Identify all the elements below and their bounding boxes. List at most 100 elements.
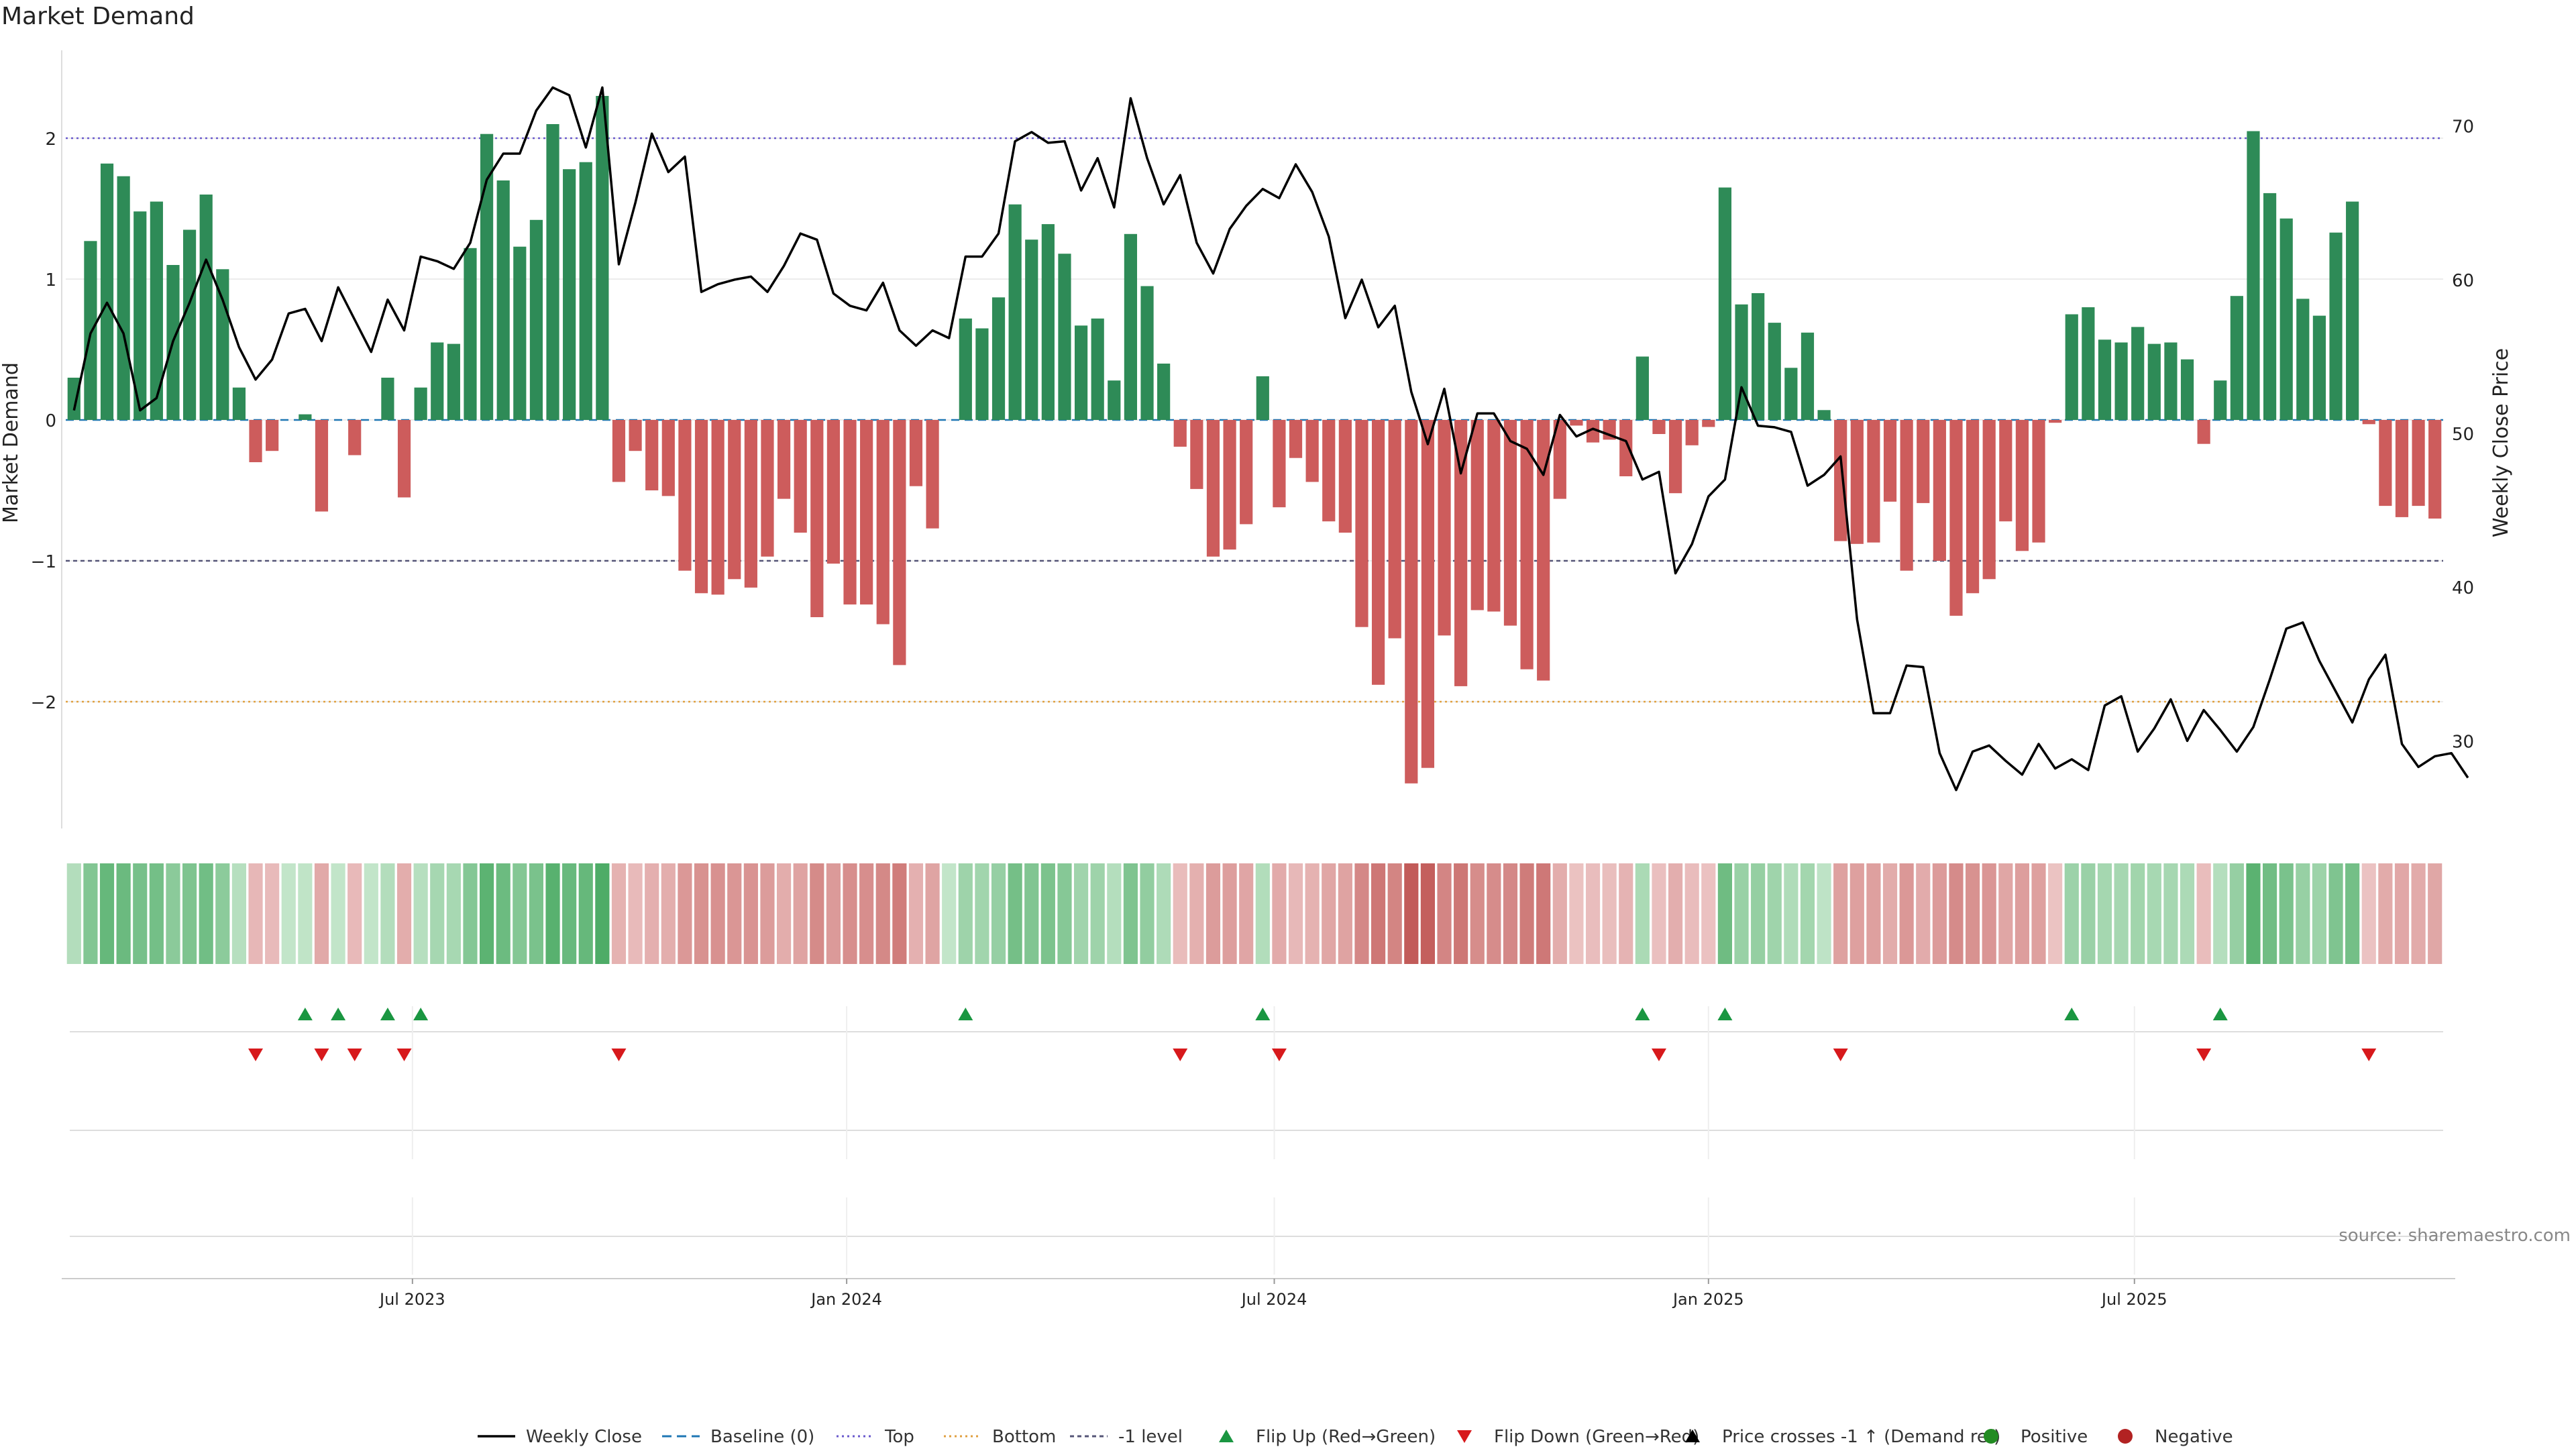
heat-cell [116, 863, 131, 964]
demand-bar [893, 420, 906, 665]
heat-cell [1982, 863, 1996, 964]
legend-item: Flip Up (Red→Green) [1219, 1427, 1436, 1447]
flip-down-marker [1271, 1049, 1287, 1061]
y2-tick-label: 50 [2452, 425, 2474, 445]
demand-bar [67, 378, 80, 420]
heat-cell [1008, 863, 1022, 964]
demand-bar [728, 420, 741, 580]
heat-cell [149, 863, 164, 964]
heat-cell [595, 863, 610, 964]
demand-bar [2164, 342, 2178, 420]
demand-bar [266, 420, 279, 451]
demand-bar [1801, 332, 1815, 420]
heat-cell [513, 863, 527, 964]
heat-cell [166, 863, 180, 964]
heat-cell [83, 863, 98, 964]
demand-bar [1768, 323, 1781, 420]
heat-cell [1899, 863, 1914, 964]
heat-cell [2114, 863, 2129, 964]
heat-cell [2328, 863, 2343, 964]
heat-cell [1751, 863, 1766, 964]
demand-bar [1289, 420, 1303, 458]
demand-bar [860, 420, 873, 605]
flip-up-marker [1255, 1008, 1271, 1020]
demand-bar [1157, 364, 1171, 420]
demand-bar [1982, 420, 1996, 580]
heat-cell [908, 863, 924, 964]
demand-bar [1206, 420, 1220, 557]
demand-bar [1273, 420, 1286, 508]
heat-cell [743, 863, 758, 964]
demand-bar [1652, 420, 1666, 434]
heat-cell [1437, 863, 1452, 964]
source-note: source: sharemaestro.com [2339, 1226, 2571, 1246]
x-tick-label: Jul 2024 [1240, 1290, 1307, 1309]
heat-cell [793, 863, 808, 964]
heat-cell [529, 863, 543, 964]
demand-bar [299, 414, 312, 420]
heat-cell [231, 863, 246, 964]
flip-down-marker [396, 1049, 412, 1061]
demand-bar [1470, 420, 1484, 610]
legend-swatch [2118, 1429, 2133, 1444]
heat-cell [760, 863, 775, 964]
demand-bar [100, 163, 114, 421]
demand-bar [1850, 420, 1864, 544]
demand-bar [1784, 368, 1798, 420]
heat-cell [2196, 863, 2211, 964]
flip-up-marker [958, 1008, 973, 1020]
flip-up-marker [380, 1008, 395, 1020]
heat-cell [2213, 863, 2228, 964]
heat-cell [1585, 863, 1601, 964]
heat-cell [2411, 863, 2426, 964]
demand-bar [579, 162, 592, 420]
heat-cell [1487, 863, 1501, 964]
y-tick-label: 1 [45, 270, 56, 290]
heat-cell [2312, 863, 2326, 964]
demand-bar [1140, 286, 1154, 420]
demand-bar [661, 420, 675, 496]
flip-down-marker [2196, 1049, 2212, 1061]
heat-cell [1602, 863, 1617, 964]
demand-bar [2346, 201, 2359, 420]
heat-cell [1255, 863, 1270, 964]
heat-cell [1833, 863, 1848, 964]
heat-cell [578, 863, 593, 964]
demand-bar [529, 219, 543, 420]
flip-down-marker [2361, 1049, 2377, 1061]
heat-cell [347, 863, 362, 964]
demand-bar [1752, 293, 1765, 420]
heat-cell [1668, 863, 1683, 964]
legend-swatch [1984, 1429, 1998, 1444]
heat-cell [1552, 863, 1567, 964]
demand-bar [1388, 420, 1401, 639]
heat-cell [1932, 863, 1947, 964]
heat-cell [1371, 863, 1386, 964]
demand-bar [1025, 239, 1038, 420]
demand-bar [1999, 420, 2012, 522]
legend-swatch [1685, 1430, 1700, 1442]
heat-cell [975, 863, 989, 964]
heat-cell [2064, 863, 2079, 964]
heat-cell [1767, 863, 1782, 964]
flip-down-marker [1833, 1049, 1848, 1061]
heat-cell [364, 863, 378, 964]
demand-bar [1883, 420, 1897, 502]
demand-bar [2312, 315, 2326, 420]
heat-cell [182, 863, 197, 964]
legend-item: Top [837, 1427, 914, 1447]
heat-cell [298, 863, 313, 964]
demand-bar [480, 133, 494, 420]
heat-cell [1684, 863, 1699, 964]
demand-bar [1091, 318, 1104, 420]
heat-cell [1322, 863, 1336, 964]
demand-bar [876, 420, 890, 625]
heat-cell [1090, 863, 1105, 964]
heat-cell [1966, 863, 1980, 964]
demand-bar [1108, 380, 1121, 420]
legend-label: Baseline (0) [710, 1427, 814, 1447]
demand-bar [843, 420, 857, 605]
demand-bar [794, 420, 807, 533]
heat-cell [628, 863, 643, 964]
demand-bar [1058, 254, 1071, 420]
